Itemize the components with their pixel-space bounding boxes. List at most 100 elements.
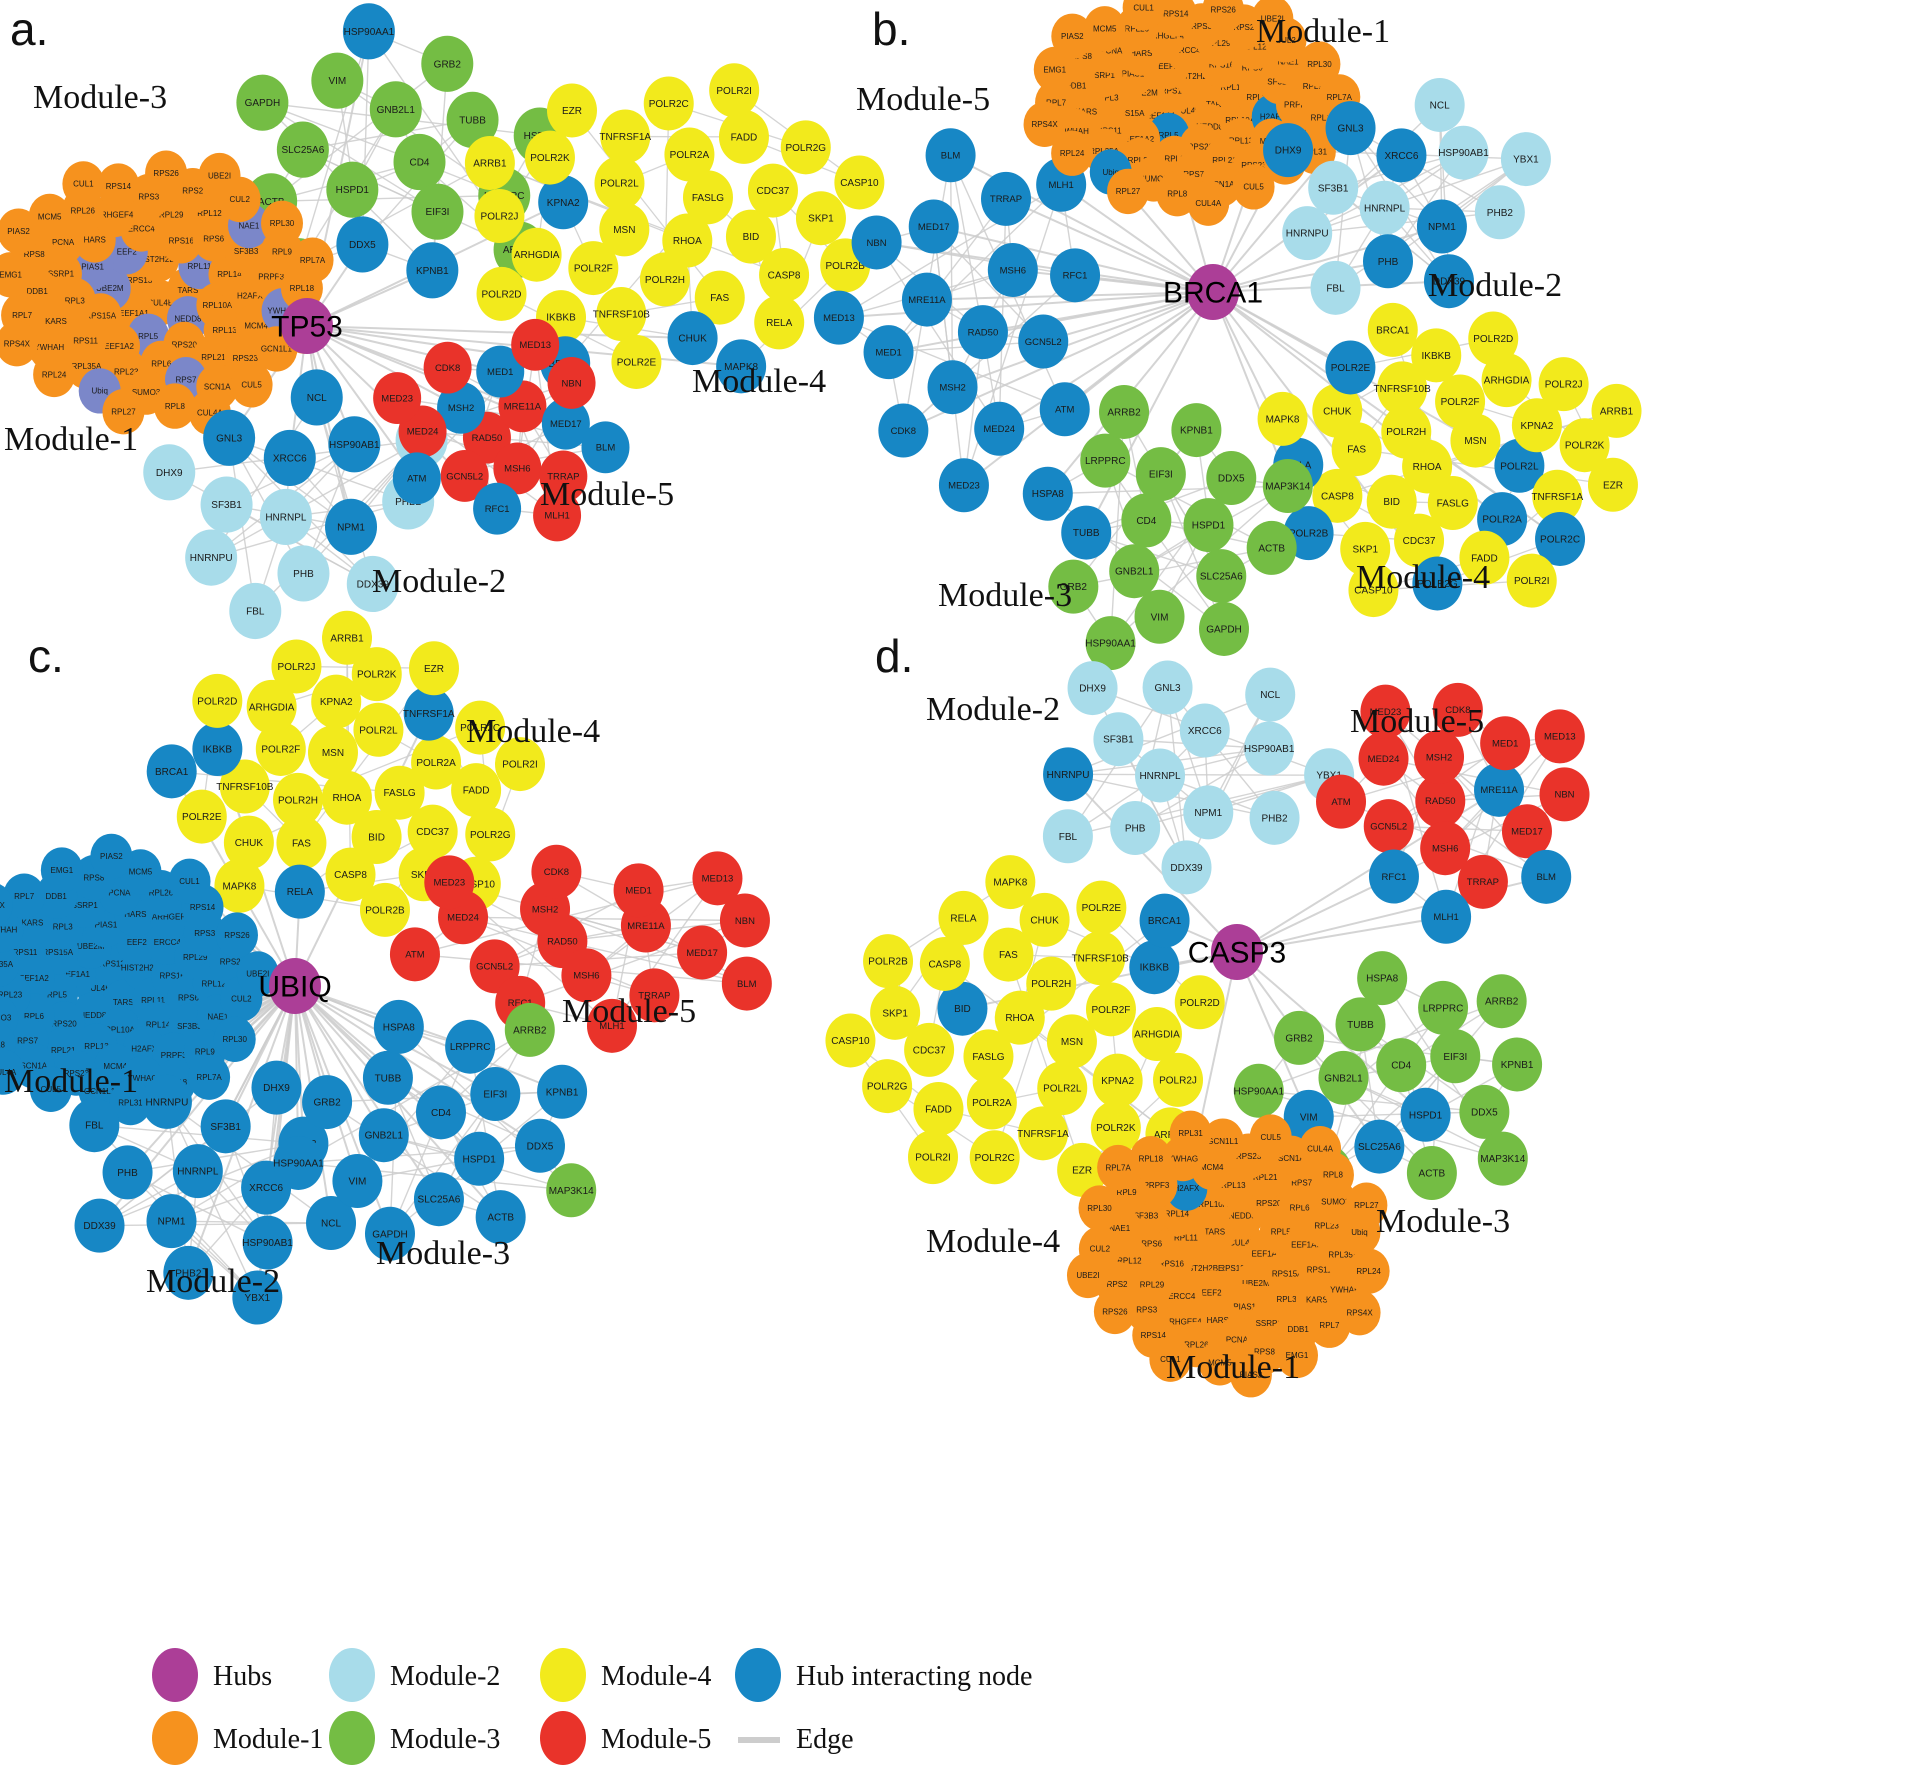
gene-node-circle[interactable] <box>276 815 327 870</box>
gene-node[interactable]: MED13 <box>813 290 864 345</box>
gene-node-circle[interactable] <box>346 555 399 613</box>
gene-node-circle[interactable] <box>1354 1119 1405 1174</box>
gene-node[interactable]: KPNB1 <box>1171 403 1222 458</box>
gene-node-circle[interactable] <box>1414 77 1465 132</box>
gene-node[interactable]: RPL30 <box>261 200 304 246</box>
gene-node-circle[interactable] <box>938 458 989 513</box>
gene-node[interactable]: HSP90AA1 <box>1233 1063 1284 1118</box>
gene-node-circle[interactable] <box>1085 616 1136 671</box>
gene-node-circle[interactable] <box>1083 6 1126 52</box>
gene-node-circle[interactable] <box>1174 975 1225 1030</box>
gene-node-circle[interactable] <box>504 1002 555 1057</box>
gene-node-circle[interactable] <box>255 721 306 776</box>
gene-node[interactable]: CASP10 <box>825 1013 876 1068</box>
gene-node-circle[interactable] <box>533 489 582 542</box>
gene-node-circle[interactable] <box>1511 398 1562 453</box>
gene-node-circle[interactable] <box>325 847 376 902</box>
gene-node-circle[interactable] <box>599 202 650 257</box>
gene-node[interactable]: SF3B1 <box>1093 712 1144 767</box>
gene-node[interactable]: POLR2E <box>611 334 662 389</box>
gene-node[interactable]: GCN5L2 <box>1018 314 1069 369</box>
gene-node[interactable]: HNRNPL <box>1135 748 1186 803</box>
gene-node-circle[interactable] <box>1051 130 1094 176</box>
gene-node[interactable]: POLR2I <box>1506 553 1557 608</box>
gene-node-circle[interactable] <box>1338 1289 1381 1336</box>
gene-node-circle[interactable] <box>411 183 464 240</box>
gene-node-circle[interactable] <box>1416 199 1467 254</box>
gene-node-circle[interactable] <box>1366 474 1417 529</box>
gene-node-circle[interactable] <box>146 1194 197 1249</box>
gene-node-circle[interactable] <box>795 191 846 246</box>
gene-node-circle[interactable] <box>1427 476 1478 531</box>
gene-node-circle[interactable] <box>1308 160 1359 215</box>
gene-node[interactable]: POLR2J <box>1538 357 1589 412</box>
gene-node-circle[interactable] <box>259 488 312 545</box>
gene-node-circle[interactable] <box>1033 46 1076 93</box>
gene-node[interactable]: ARRB1 <box>464 135 515 190</box>
gene-node[interactable]: HNRNPU <box>1043 747 1094 802</box>
gene-node[interactable]: BLM <box>1521 849 1572 904</box>
gene-node-circle[interactable] <box>1420 821 1471 876</box>
gene-node[interactable]: HSP90AA1 <box>342 3 395 60</box>
gene-node-circle[interactable] <box>374 765 425 820</box>
gene-node[interactable]: VIM <box>311 52 364 109</box>
gene-node-circle[interactable] <box>1477 1131 1528 1186</box>
gene-node-circle[interactable] <box>1022 466 1073 521</box>
gene-node-circle[interactable] <box>878 403 929 458</box>
gene-node-circle[interactable] <box>716 339 767 394</box>
gene-node-circle[interactable] <box>1122 0 1165 31</box>
gene-node-circle[interactable] <box>163 1245 214 1300</box>
gene-node[interactable]: ARHGDIA <box>511 227 562 282</box>
gene-node-circle[interactable] <box>1183 498 1234 553</box>
gene-node-circle[interactable] <box>1274 1010 1325 1065</box>
gene-node[interactable]: GCN5L2 <box>1363 799 1414 854</box>
gene-node[interactable]: ATM <box>392 452 441 505</box>
gene-node[interactable]: DHX9 <box>143 444 196 501</box>
gene-node-circle[interactable] <box>901 272 952 327</box>
hub-node[interactable]: UBIQ <box>258 958 332 1014</box>
gene-node[interactable]: PIAS2 <box>1051 13 1094 59</box>
gene-node-circle[interactable] <box>719 893 770 948</box>
gene-node-circle[interactable] <box>1376 1038 1427 1093</box>
gene-node[interactable]: POLR2E <box>1325 340 1376 395</box>
gene-node[interactable]: RFC1 <box>1368 849 1419 904</box>
gene-node-circle[interactable] <box>185 529 238 586</box>
gene-node-circle[interactable] <box>1109 544 1160 599</box>
gene-node-circle[interactable] <box>219 759 270 814</box>
gene-node[interactable]: BRCA1 <box>1139 893 1190 948</box>
gene-node[interactable]: HSP90AB1 <box>1438 125 1489 180</box>
gene-node-circle[interactable] <box>1153 1052 1204 1107</box>
gene-node[interactable]: CUL4A <box>1299 1125 1342 1172</box>
gene-node-circle[interactable] <box>493 442 542 495</box>
gene-node-circle[interactable] <box>541 397 590 450</box>
gene-node-circle[interactable] <box>908 1130 959 1185</box>
gene-node-circle[interactable] <box>342 3 395 60</box>
gene-node-circle[interactable] <box>232 1270 283 1325</box>
gene-node[interactable]: FASLG <box>963 1029 1014 1084</box>
gene-node-circle[interactable] <box>1142 660 1193 715</box>
gene-node-circle[interactable] <box>411 735 462 790</box>
gene-node[interactable]: TUBB <box>1061 505 1112 560</box>
hub-node-circle[interactable] <box>269 958 321 1014</box>
gene-node[interactable]: DDX5 <box>336 216 389 273</box>
gene-node-circle[interactable] <box>1381 404 1432 459</box>
gene-node-circle[interactable] <box>927 360 978 415</box>
gene-node[interactable]: KPNB1 <box>1492 1037 1543 1092</box>
gene-node-circle[interactable] <box>613 863 664 918</box>
gene-node-circle[interactable] <box>1435 374 1486 429</box>
gene-node-circle[interactable] <box>937 981 988 1036</box>
gene-node[interactable]: HNRNPL <box>1359 180 1410 235</box>
gene-node-circle[interactable] <box>336 216 389 273</box>
gene-node-circle[interactable] <box>302 1075 353 1130</box>
gene-node-circle[interactable] <box>1400 1087 1451 1142</box>
gene-node-circle[interactable] <box>1199 601 1250 656</box>
gene-node-circle[interactable] <box>373 372 422 425</box>
gene-node[interactable]: POLR2D <box>1468 311 1519 366</box>
gene-node-circle[interactable] <box>0 208 40 254</box>
gene-node-circle[interactable] <box>1501 804 1552 859</box>
gene-node[interactable]: RFC1 <box>1050 248 1101 303</box>
gene-node-circle[interactable] <box>1316 774 1367 829</box>
gene-node[interactable]: EZR <box>546 83 597 138</box>
gene-node-circle[interactable] <box>586 998 637 1053</box>
gene-node-circle[interactable] <box>1131 1007 1182 1062</box>
